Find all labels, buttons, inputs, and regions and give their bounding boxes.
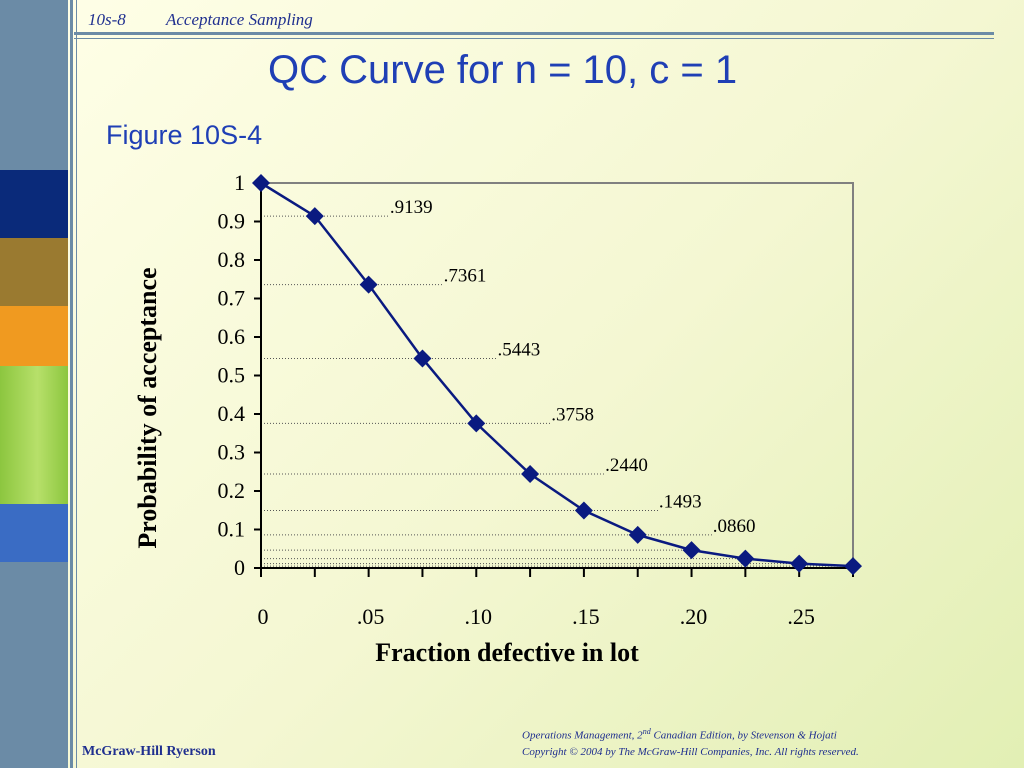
figure-label: Figure 10S-4 bbox=[106, 120, 263, 150]
data-point-10 bbox=[790, 554, 809, 573]
header-rule-thin bbox=[74, 38, 994, 39]
y-tick-label-7: 0.7 bbox=[218, 286, 246, 311]
x-axis-title: Fraction defective in lot bbox=[375, 638, 639, 667]
x-tick-label-3: .15 bbox=[572, 604, 600, 629]
y-tick-label-2: 0.2 bbox=[218, 478, 246, 503]
y-tick-label-5: 0.5 bbox=[218, 363, 246, 388]
slide-code: 10s-8 bbox=[88, 10, 126, 29]
data-point-11 bbox=[844, 557, 862, 576]
data-point-7 bbox=[628, 525, 647, 544]
data-label-2: .5443 bbox=[497, 339, 540, 360]
y-tick-label-4: 0.4 bbox=[218, 401, 246, 426]
data-point-6 bbox=[574, 501, 593, 520]
data-label-3: .3758 bbox=[551, 404, 594, 425]
publisher-name: McGraw-Hill Ryerson bbox=[82, 744, 216, 759]
color-block-green bbox=[0, 366, 68, 504]
book-credit-prefix: Operations Management, 2 bbox=[522, 729, 643, 742]
color-block-blue bbox=[0, 504, 68, 562]
color-block-olive bbox=[0, 238, 68, 306]
footer-citation: Operations Management, 2nd Canadian Edit… bbox=[522, 724, 859, 760]
copyright-notice: Copyright © 2004 by The McGraw-Hill Comp… bbox=[522, 745, 859, 758]
y-axis-title: Probability of acceptance bbox=[133, 267, 162, 548]
data-point-8 bbox=[682, 541, 701, 560]
x-tick-label-0: 0 bbox=[258, 604, 269, 629]
color-block-orange bbox=[0, 306, 68, 366]
y-tick-label-1: 0.1 bbox=[218, 517, 246, 542]
data-point-3 bbox=[413, 349, 432, 368]
book-credit-suffix: Canadian Edition, by Stevenson & Hojati bbox=[650, 729, 837, 742]
y-tick-label-0: 0 bbox=[234, 555, 245, 580]
header-rule bbox=[74, 32, 994, 35]
data-label-4: .2440 bbox=[605, 455, 648, 476]
book-credit-superscript: nd bbox=[642, 727, 651, 736]
x-tick-label-1: .05 bbox=[357, 604, 385, 629]
data-point-0 bbox=[252, 174, 270, 192]
y-tick-label-8: 0.8 bbox=[218, 247, 246, 272]
series-line bbox=[260, 181, 854, 568]
data-label-1: .7361 bbox=[444, 266, 487, 287]
data-point-1 bbox=[305, 207, 324, 226]
section-name: Acceptance Sampling bbox=[166, 10, 313, 29]
color-block-navy bbox=[0, 170, 68, 238]
vertical-rule bbox=[70, 0, 73, 768]
book-credit: Operations Management, 2nd Canadian Edit… bbox=[522, 724, 859, 744]
data-label-6: .0860 bbox=[713, 516, 756, 537]
x-tick-label-2: .10 bbox=[465, 604, 493, 629]
plot-frame bbox=[261, 182, 854, 568]
y-tick-label-10: 1 bbox=[234, 170, 245, 195]
x-tick-label-5: .25 bbox=[787, 604, 815, 629]
x-tick-label-4: .20 bbox=[680, 604, 708, 629]
y-tick-label-3: 0.3 bbox=[218, 440, 246, 465]
data-point-2 bbox=[359, 275, 378, 294]
page-title: QC Curve for n = 10, c = 1 bbox=[268, 48, 738, 92]
y-tick-label-9: 0.9 bbox=[218, 209, 246, 234]
data-label-5: .1493 bbox=[659, 492, 702, 513]
data-point-4 bbox=[467, 414, 486, 433]
data-point-9 bbox=[736, 549, 755, 568]
data-label-0: .9139 bbox=[390, 197, 433, 218]
data-point-5 bbox=[521, 465, 540, 484]
vertical-rule-thin bbox=[76, 0, 77, 768]
y-tick-label-6: 0.6 bbox=[218, 324, 246, 349]
